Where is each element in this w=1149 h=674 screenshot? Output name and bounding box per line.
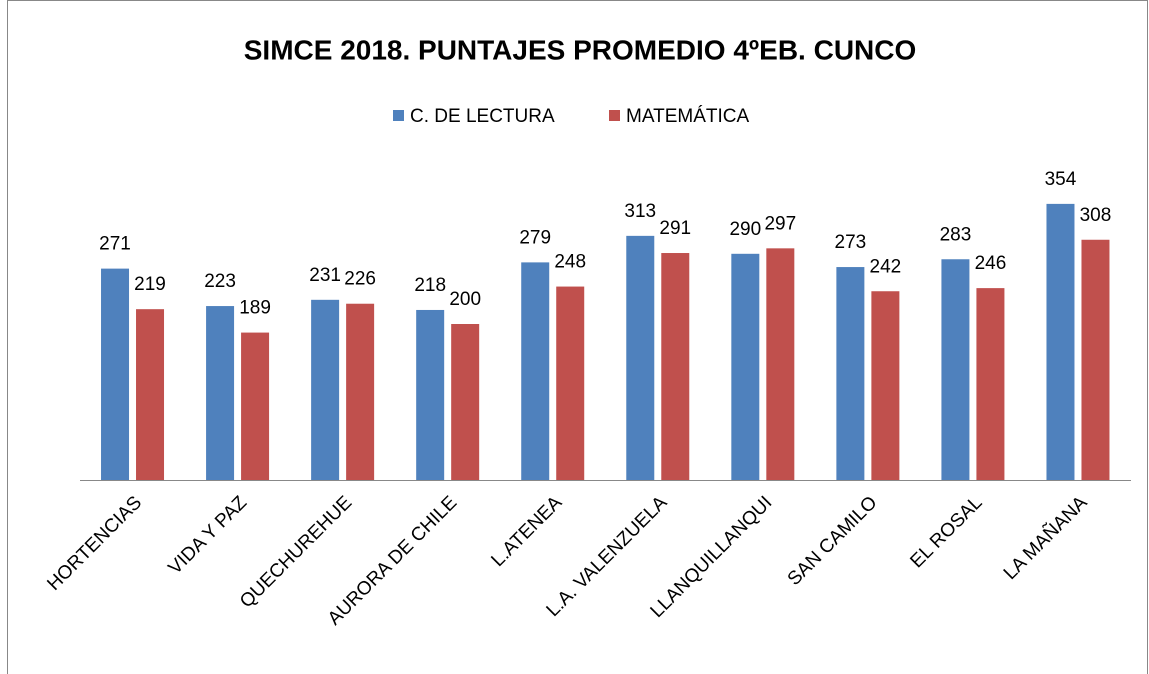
bar [136, 309, 165, 480]
bar [1046, 203, 1075, 480]
value-label: 231 [309, 265, 341, 286]
value-label: 308 [1080, 205, 1112, 226]
bar [661, 253, 690, 480]
bar [626, 235, 655, 480]
value-label: 248 [554, 252, 586, 273]
chart-title: SIMCE 2018. PUNTAJES PROMEDIO 4ºEB. CUNC… [244, 34, 917, 65]
bar [836, 267, 865, 480]
bar [101, 268, 130, 480]
legend-label: C. DE LECTURA [410, 106, 555, 127]
bar [976, 288, 1005, 480]
legend-swatch [393, 110, 404, 121]
value-label: 223 [204, 271, 236, 292]
value-label: 246 [975, 253, 1007, 274]
value-label: 242 [870, 256, 902, 277]
bar [521, 262, 550, 480]
value-label: 273 [835, 232, 867, 253]
bar [731, 253, 760, 480]
value-label: 291 [659, 218, 691, 239]
value-label: 189 [239, 298, 271, 319]
value-label: 313 [624, 201, 656, 222]
value-label: 279 [519, 227, 551, 248]
value-label: 200 [449, 289, 481, 310]
legend-swatch [609, 110, 620, 121]
bar [346, 303, 375, 480]
value-label: 218 [414, 275, 446, 296]
bar [206, 306, 235, 480]
value-label: 283 [940, 224, 972, 245]
value-label: 297 [764, 213, 796, 234]
bar [451, 324, 480, 480]
value-label: 226 [344, 269, 376, 290]
bar [1081, 239, 1110, 480]
bar [416, 309, 445, 480]
bar [871, 291, 900, 480]
legend-label: MATEMÁTICA [626, 106, 749, 127]
bar [241, 332, 270, 480]
value-label: 271 [99, 234, 131, 255]
bar [311, 299, 340, 480]
value-label: 354 [1045, 169, 1077, 190]
bar [556, 286, 585, 480]
value-label: 290 [729, 219, 761, 240]
bar [941, 259, 970, 480]
value-label: 219 [134, 274, 166, 295]
bar [766, 248, 795, 480]
